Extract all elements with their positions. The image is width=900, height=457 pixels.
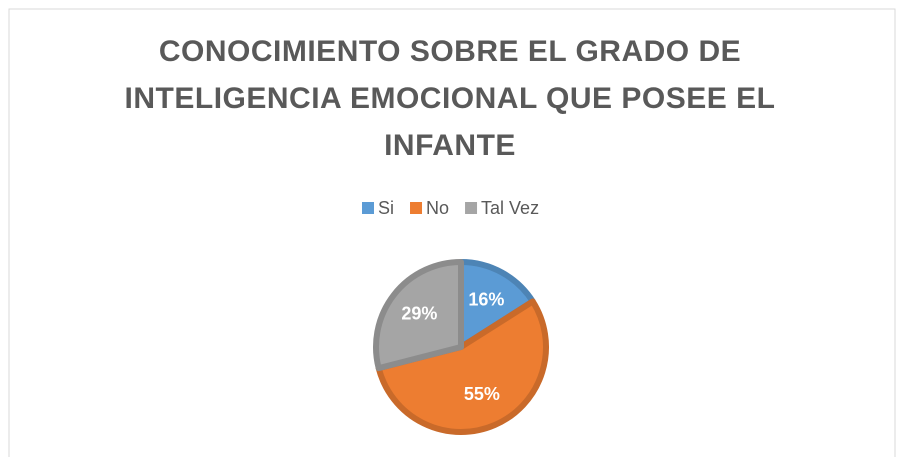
chart-title: CONOCIMIENTO SOBRE EL GRADO DE INTELIGEN… xyxy=(124,35,776,162)
data-label: 55% xyxy=(464,384,500,404)
legend-swatch xyxy=(465,202,478,214)
pie-slice xyxy=(458,259,536,350)
legend-label: No xyxy=(426,198,449,218)
pie-slice xyxy=(375,298,549,435)
data-label: 16% xyxy=(468,290,504,310)
legend-label: Tal Vez xyxy=(481,198,539,218)
legend-swatch xyxy=(362,202,374,214)
data-label: 29% xyxy=(401,303,437,323)
legend-label: Si xyxy=(378,198,394,218)
chart-frame xyxy=(8,8,896,457)
legend-swatch xyxy=(410,202,423,214)
pie-slice xyxy=(373,259,464,372)
